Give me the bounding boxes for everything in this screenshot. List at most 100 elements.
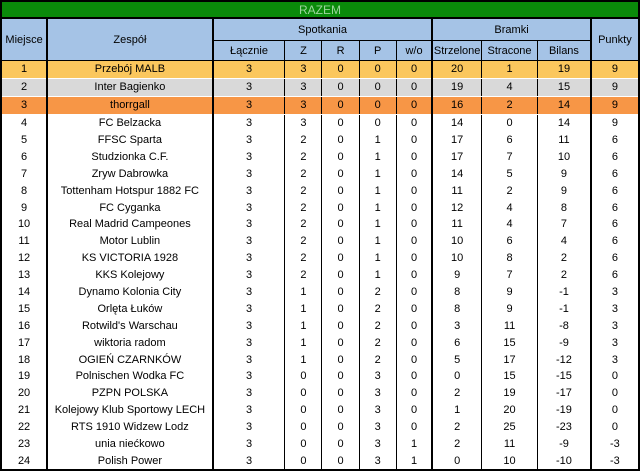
- cell-draws: 0: [321, 60, 360, 79]
- table-row: 17 wiktoria radom 3 1 0 2 0 6 15 -9 3: [1, 334, 639, 352]
- cell-wins: 0: [284, 401, 322, 419]
- cell-wins: 2: [284, 216, 322, 233]
- cell-position: 13: [17, 269, 31, 282]
- cell-wins: 3: [284, 96, 322, 115]
- cell-points: 6: [589, 148, 639, 166]
- table-row: 10 Real Madrid Campeones 3 2 0 1 0 11 4 …: [1, 216, 639, 233]
- cell-matches-total: 3: [211, 232, 285, 250]
- table-row: 9 FC Cyganka 3 2 0 1 0 12 4 8 6: [1, 199, 639, 217]
- cell-wins: 0: [284, 435, 322, 453]
- cell-goals-for: 12: [431, 199, 482, 217]
- cell-goal-diff: 14: [537, 114, 591, 132]
- cell-goal-diff: 11: [537, 131, 591, 149]
- cell-points: 3: [589, 334, 639, 352]
- table-row: 21 Kolejowy Klub Sportowy LECH 3 0 0 3 0…: [1, 401, 639, 419]
- cell-walkovers: 0: [395, 148, 433, 166]
- cell-wins: 2: [284, 266, 322, 284]
- table-row: 7 Zryw Dabrowka 3 2 0 1 0 14 5 9 6: [1, 165, 639, 183]
- cell-position: 15: [17, 302, 31, 315]
- cell-walkovers: 0: [395, 60, 433, 79]
- cell-team: RTS 1910 Widzew Lodz: [46, 418, 213, 436]
- cell-team: Polnischen Wodka FC: [46, 368, 213, 385]
- cell-losses: 3: [358, 418, 397, 436]
- cell-draws: 0: [321, 452, 360, 471]
- col-header-r: R: [321, 40, 360, 61]
- table-row: 6 Studzionka C.F. 3 2 0 1 0 17 7 10 6: [1, 148, 639, 166]
- cell-losses: 2: [358, 351, 397, 369]
- cell-losses: 1: [358, 249, 397, 267]
- cell-walkovers: 0: [395, 266, 433, 284]
- cell-goals-against: 8: [480, 249, 538, 267]
- cell-points: 0: [589, 384, 639, 402]
- cell-goals-for: 17: [431, 148, 482, 166]
- cell-position: 9: [21, 201, 28, 214]
- cell-goals-for: 3: [431, 317, 482, 335]
- cell-team: Rotwild's Warschau: [46, 317, 213, 335]
- cell-points: 6: [589, 216, 639, 233]
- cell-goals-against: 7: [480, 266, 538, 284]
- cell-goal-diff: 10: [537, 148, 591, 166]
- cell-goals-against: 17: [480, 351, 538, 369]
- cell-draws: 0: [321, 283, 360, 301]
- table-row: 19 Polnischen Wodka FC 3 0 0 3 0 0 15 -1…: [1, 368, 639, 385]
- cell-draws: 0: [321, 131, 360, 149]
- cell-goal-diff: 2: [537, 249, 591, 267]
- table-row: 5 FFSC Sparta 3 2 0 1 0 17 6 11 6: [1, 131, 639, 149]
- cell-goals-for: 2: [431, 435, 482, 453]
- cell-matches-total: 3: [211, 384, 285, 402]
- cell-goals-against: 25: [480, 418, 538, 436]
- cell-team: Real Madrid Campeones: [46, 216, 213, 233]
- col-header-wo: w/o: [395, 40, 433, 61]
- cell-draws: 0: [321, 266, 360, 284]
- cell-goals-against: 11: [480, 317, 538, 335]
- cell-draws: 0: [321, 78, 360, 97]
- cell-points: 3: [589, 317, 639, 335]
- cell-wins: 2: [284, 182, 322, 200]
- cell-walkovers: 0: [395, 182, 433, 200]
- cell-points: 9: [589, 114, 639, 132]
- table-row: 23 unia niećkowo 3 0 0 3 1 2 11 -9 -3: [1, 435, 639, 453]
- cell-goal-diff: -12: [537, 351, 591, 369]
- cell-position: 7: [21, 167, 28, 180]
- table-row: 14 Dynamo Kolonia City 3 1 0 2 0 8 9 -1 …: [1, 283, 639, 301]
- cell-draws: 0: [321, 418, 360, 436]
- table-title-razem: RAZEM: [1, 1, 639, 19]
- cell-walkovers: 0: [395, 199, 433, 217]
- cell-draws: 0: [321, 165, 360, 183]
- cell-wins: 2: [284, 131, 322, 149]
- cell-draws: 0: [321, 435, 360, 453]
- cell-goals-for: 10: [431, 232, 482, 250]
- cell-draws: 0: [321, 114, 360, 132]
- col-header-zespol: Zespół: [46, 18, 213, 61]
- cell-points: 3: [589, 351, 639, 369]
- cell-matches-total: 3: [211, 368, 285, 385]
- cell-matches-total: 3: [211, 131, 285, 149]
- cell-goal-diff: -9: [537, 435, 591, 453]
- cell-losses: 3: [358, 368, 397, 385]
- cell-goal-diff: 7: [537, 216, 591, 233]
- cell-matches-total: 3: [211, 114, 285, 132]
- cell-goals-against: 5: [480, 165, 538, 183]
- cell-position: 19: [17, 370, 31, 383]
- cell-goals-against: 9: [480, 283, 538, 301]
- cell-position: 21: [17, 404, 31, 417]
- cell-matches-total: 3: [211, 60, 285, 79]
- cell-draws: 0: [321, 300, 360, 318]
- header-row-groups: Miejsce Zespół Spotkania Bramki Punkty: [1, 18, 639, 61]
- cell-goals-for: 2: [431, 418, 482, 436]
- cell-goal-diff: 4: [537, 232, 591, 250]
- cell-walkovers: 1: [395, 435, 433, 453]
- cell-losses: 0: [358, 114, 397, 132]
- cell-position: 8: [21, 184, 28, 197]
- cell-walkovers: 0: [395, 351, 433, 369]
- cell-losses: 1: [358, 199, 397, 217]
- cell-wins: 0: [284, 418, 322, 436]
- cell-goal-diff: 8: [537, 199, 591, 217]
- cell-points: 0: [589, 368, 639, 385]
- table-row: 16 Rotwild's Warschau 3 1 0 2 0 3 11 -8 …: [1, 317, 639, 335]
- cell-matches-total: 3: [211, 300, 285, 318]
- col-header-stracone: Stracone: [480, 40, 538, 61]
- cell-goals-against: 0: [480, 114, 538, 132]
- cell-goal-diff: 2: [537, 266, 591, 284]
- cell-goals-for: 8: [431, 300, 482, 318]
